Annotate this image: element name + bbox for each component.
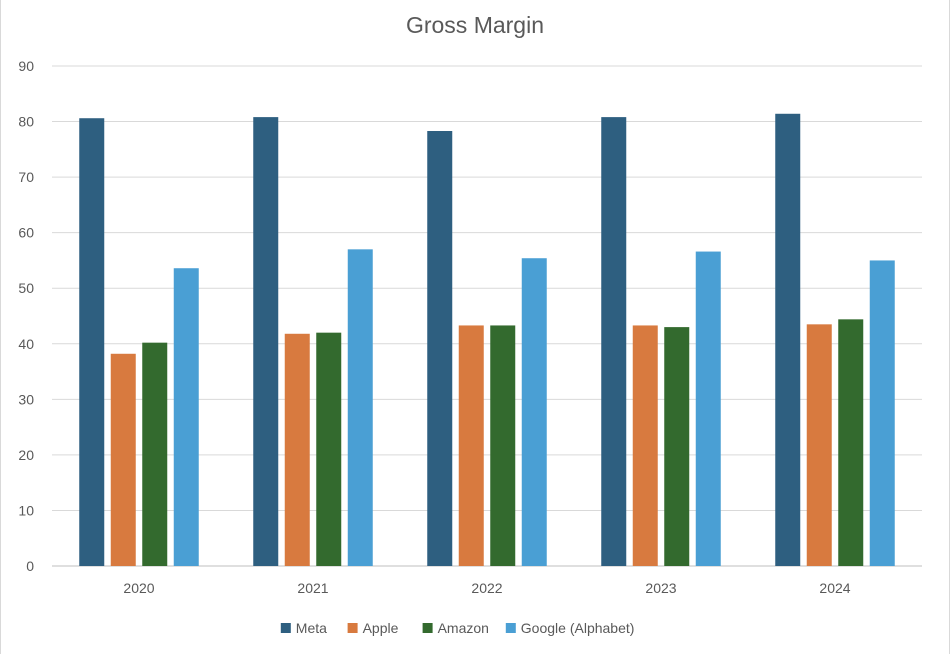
x-tick-label: 2020: [123, 580, 154, 596]
x-tick-label: 2024: [819, 580, 850, 596]
x-tick-label: 2021: [297, 580, 328, 596]
bar-amazon-2023: [664, 327, 690, 566]
y-tick-label: 70: [18, 169, 34, 185]
bars: [79, 113, 895, 567]
bar-apple-2022: [458, 325, 484, 566]
bar-meta-2022: [427, 131, 453, 566]
bar-amazon-2024: [838, 319, 864, 566]
legend-swatch: [422, 623, 433, 633]
y-tick-label: 40: [18, 336, 34, 352]
bar-meta-2020: [79, 118, 105, 566]
bar-meta-2021: [253, 117, 279, 566]
x-axis-ticks: 2020 2021 2022 2023 2024: [123, 580, 850, 596]
bar-amazon-2022: [490, 325, 516, 566]
bar-apple-2021: [284, 333, 310, 566]
bar-google-alphabet-2024: [869, 260, 895, 566]
bar-google-alphabet-2023: [695, 251, 721, 567]
y-axis-ticks: 0 10 20 30 40 50 60 70 80 90: [18, 58, 34, 574]
legend-label: Google (Alphabet): [521, 620, 635, 636]
y-tick-label: 10: [18, 502, 34, 518]
bar-apple-2020: [110, 353, 136, 566]
y-tick-label: 30: [18, 391, 34, 407]
bar-apple-2024: [806, 324, 832, 566]
y-tick-label: 20: [18, 447, 34, 463]
bar-amazon-2021: [316, 332, 342, 566]
y-tick-label: 80: [18, 114, 34, 130]
legend-label: Apple: [363, 620, 399, 636]
bar-amazon-2020: [142, 342, 168, 566]
chart-title: Gross Margin: [406, 12, 544, 38]
legend-label: Amazon: [438, 620, 489, 636]
bar-meta-2023: [601, 117, 627, 566]
y-tick-label: 50: [18, 280, 34, 296]
bar-google-alphabet-2020: [173, 268, 199, 566]
legend-swatch: [280, 623, 291, 633]
legend-swatch: [347, 623, 358, 633]
bar-google-alphabet-2021: [347, 249, 373, 567]
y-tick-label: 90: [18, 58, 34, 74]
y-tick-label: 0: [26, 558, 34, 574]
bar-google-alphabet-2022: [521, 258, 547, 566]
legend-swatch: [505, 623, 516, 633]
x-tick-label: 2023: [645, 580, 676, 596]
legend: Meta Apple Amazon Google (Alphabet): [280, 620, 635, 636]
x-tick-label: 2022: [471, 580, 502, 596]
bar-apple-2023: [632, 325, 658, 566]
legend-label: Meta: [296, 620, 327, 636]
bar-meta-2024: [775, 113, 801, 567]
y-tick-label: 60: [18, 225, 34, 241]
